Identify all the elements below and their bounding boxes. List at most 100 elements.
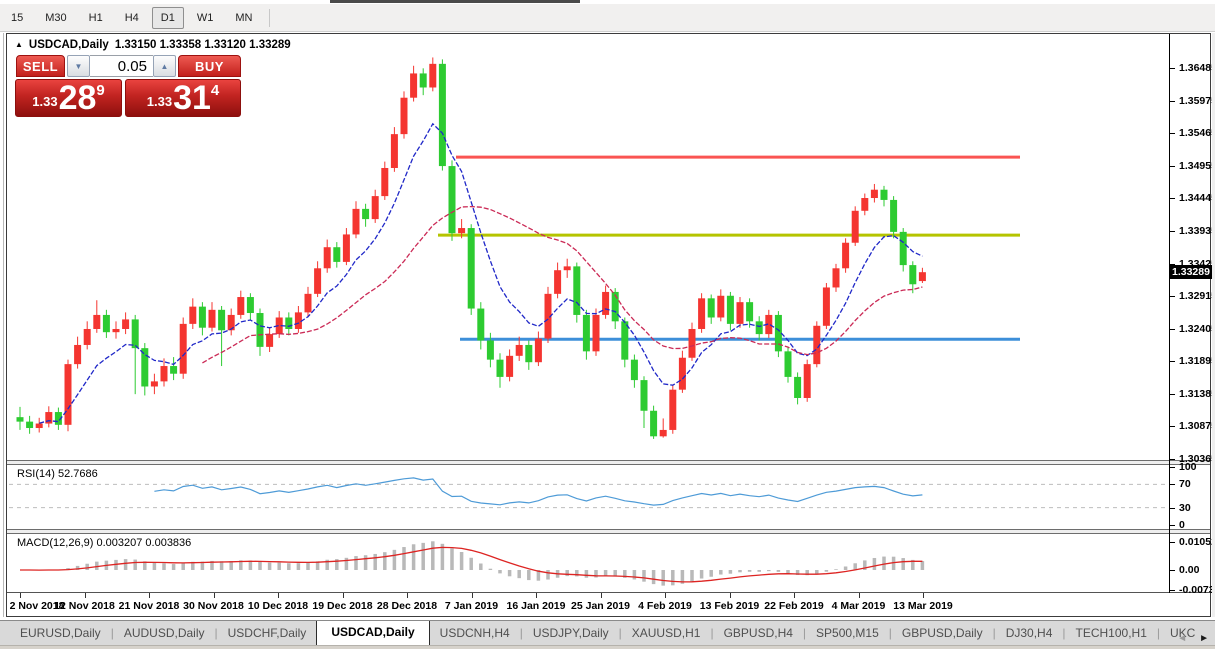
price-axis-label: 1.35465 (1179, 127, 1215, 140)
date-axis-tick (407, 593, 408, 598)
date-axis-tick (84, 593, 86, 598)
lot-size-stepper: ▼ ▲ (67, 55, 176, 77)
buy-price-prefix: 1.33 (146, 94, 173, 109)
price-axis-label: 1.33935 (1179, 224, 1215, 237)
buy-price-sup: 4 (210, 82, 220, 99)
timeframe-button-m30[interactable]: M30 (45, 11, 67, 24)
timeframe-button-d1[interactable]: D1 (151, 6, 184, 29)
timeframe-button-w1[interactable]: W1 (196, 11, 214, 24)
buy-price-big: 31 (173, 79, 211, 117)
date-axis-label: 21 Nov 2018 (118, 600, 180, 612)
rsi-scale-label: 100 (1179, 461, 1197, 473)
lot-size-input[interactable] (90, 55, 153, 77)
one-click-trade-panel: SELL ▼ ▲ BUY 1.33 28 9 1.33 31 4 (15, 55, 241, 117)
timeframe-button-mn[interactable]: MN (235, 11, 253, 24)
chart-tab-sp500-m15[interactable]: SP500,M15 (816, 626, 879, 640)
tab-scroll-left-icon[interactable]: ◄ (1177, 633, 1188, 644)
chart-tab-usdcad-daily[interactable]: USDCAD,Daily (316, 621, 430, 645)
date-axis-border (7, 592, 1210, 593)
macd-pane-canvas[interactable] (9, 533, 1169, 592)
price-axis-label: 1.32405 (1179, 322, 1215, 335)
collapse-panel-icon[interactable]: ▲ (15, 40, 23, 49)
window-outer-border (3, 33, 4, 617)
scale-tick (1170, 484, 1175, 486)
price-axis-label: 1.32915 (1179, 290, 1215, 303)
scale-tick (1170, 507, 1175, 509)
scale-tick (1170, 570, 1175, 571)
chart-tab-bar: EURUSD,Daily | AUDUSD,Daily | USDCHF,Daily US… (0, 620, 1215, 645)
tab-separator: | (519, 626, 523, 640)
tab-scroll-arrows: ◄ ► (1177, 634, 1209, 644)
right-window-margin (1212, 33, 1215, 617)
date-axis-tick (536, 593, 537, 598)
tab-separator: | (1156, 626, 1161, 640)
scale-tick (1170, 68, 1175, 69)
rsi-scale-label: 0 (1179, 519, 1185, 531)
date-axis-label: 7 Jan 2019 (444, 600, 499, 612)
chart-tab-usdchf-daily[interactable]: USDCHF,Daily (227, 626, 307, 640)
chart-tab-gbpusd-h4[interactable]: GBPUSD,H4 (723, 626, 793, 640)
timeframe-button-h4[interactable]: H4 (124, 11, 139, 24)
scale-tick (1170, 525, 1175, 526)
rsi-scale-label: 70 (1179, 478, 1191, 491)
pane-divider[interactable] (7, 460, 1210, 465)
tab-scroll-right-icon[interactable]: ► (1199, 633, 1209, 644)
sell-button[interactable]: SELL (16, 55, 65, 77)
chart-tab-audusd-daily[interactable]: AUDUSD,Daily (123, 626, 205, 640)
date-axis-label: 16 Jan 2019 (506, 600, 566, 612)
chart-tab-usdjpy-daily[interactable]: USDJPY,Daily (532, 626, 609, 640)
buy-button[interactable]: BUY (178, 55, 241, 77)
timeframe-button-15[interactable]: 15 (11, 11, 24, 24)
price-chart-canvas[interactable] (9, 35, 1169, 460)
top-dark-segment (330, 0, 580, 3)
scale-tick (1170, 296, 1175, 298)
lot-decrease-button[interactable]: ▼ (67, 55, 90, 77)
date-axis-label: 10 Dec 2018 (247, 600, 309, 612)
buy-price-box[interactable]: 1.33 31 4 (125, 79, 241, 117)
tab-separator: | (888, 626, 892, 640)
scale-tick (1170, 393, 1175, 395)
date-axis-label: 19 Dec 2018 (312, 600, 373, 612)
tab-separator: | (802, 626, 807, 640)
sell-price-box[interactable]: 1.33 28 9 (15, 79, 122, 117)
date-axis-label: 4 Feb 2019 (638, 600, 692, 612)
macd-scale-label: 0.010525 (1179, 535, 1215, 548)
scale-tick (1170, 541, 1175, 543)
chart-tab-xauusd-h1[interactable]: XAUUSD,H1 (631, 626, 701, 640)
chart-tab-gbpusd-daily[interactable]: GBPUSD,Daily (901, 626, 983, 640)
date-axis-tick (471, 593, 473, 598)
date-axis-label: 30 Nov 2018 (183, 600, 244, 612)
pane-divider[interactable] (7, 529, 1210, 534)
toolbar-separator (269, 8, 271, 27)
macd-scale-label: -0.0073 (1179, 583, 1215, 596)
price-axis-label: 1.31385 (1179, 387, 1215, 400)
rsi-pane-canvas[interactable] (9, 464, 1169, 529)
price-axis-label: 1.36485 (1179, 62, 1215, 74)
scale-tick (1170, 165, 1175, 167)
price-axis-label: 1.30875 (1179, 420, 1215, 433)
chart-tab-ukc[interactable]: UKC (1170, 626, 1196, 640)
date-axis-tick (794, 593, 795, 598)
date-axis-tick (858, 593, 860, 598)
date-axis-tick (665, 593, 666, 598)
chart-tab-tech100-h1[interactable]: TECH100,H1 (1075, 626, 1147, 640)
date-axis-tick (342, 593, 344, 598)
chart-window: ▲ USDCAD,Daily 1.33150 1.33358 1.33120 1… (6, 33, 1215, 617)
macd-indicator-label: MACD(12,26,9) 0.003207 0.003836 (17, 537, 192, 549)
chart-tab-dj30-h4[interactable]: DJ30,H4 (1005, 626, 1053, 640)
chart-tab-eurusd-daily[interactable]: EURUSD,Daily (20, 626, 101, 640)
price-axis-label: 1.31895 (1179, 355, 1215, 368)
lot-increase-button[interactable]: ▲ (153, 55, 176, 77)
timeframe-button-h1[interactable]: H1 (88, 11, 103, 24)
price-axis-label: 1.30365 (1179, 453, 1215, 465)
scale-tick (1170, 467, 1175, 468)
date-axis-label: 2 Nov 2018 (9, 600, 65, 612)
scale-tick (1170, 100, 1175, 102)
date-axis-label: 13 Feb 2019 (699, 600, 760, 612)
tab-separator: | (710, 626, 714, 640)
date-axis-label: 12 Nov 2018 (54, 600, 115, 612)
timeframe-toolbar: 15 M30 H1 H4 D1 W1 MN (0, 4, 1215, 32)
scale-tick (1170, 589, 1175, 591)
chart-tab-usdcnh-h4[interactable]: USDCNH,H4 (439, 626, 510, 640)
sell-price-prefix: 1.33 (32, 94, 58, 109)
